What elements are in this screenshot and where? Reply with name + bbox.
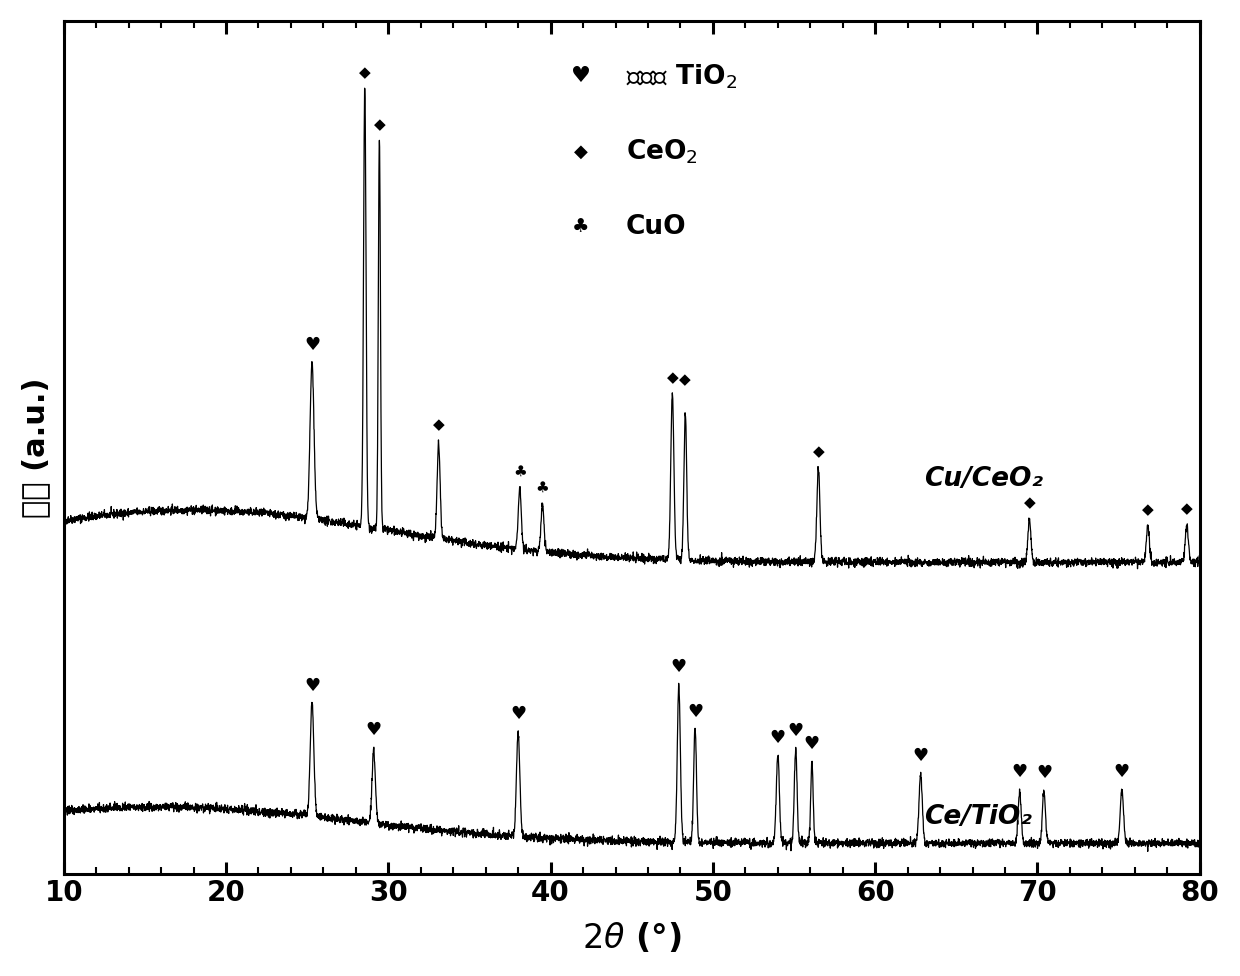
Text: ♥: ♥ [304, 676, 320, 695]
Text: ◆: ◆ [1180, 501, 1193, 516]
Text: ♥: ♥ [510, 705, 526, 723]
Text: ◆: ◆ [358, 65, 371, 80]
X-axis label: $2\theta$ (°): $2\theta$ (°) [582, 921, 682, 956]
Text: ♥: ♥ [304, 336, 320, 354]
Text: ♣: ♣ [513, 464, 527, 479]
Text: ♣: ♣ [572, 217, 589, 236]
Text: ◆: ◆ [812, 444, 825, 459]
Text: ♥: ♥ [687, 703, 703, 720]
Text: ◆: ◆ [1023, 495, 1035, 510]
Text: ♥: ♥ [1035, 764, 1052, 782]
Y-axis label: 强度 (a.u.): 强度 (a.u.) [21, 378, 50, 518]
Text: ♥: ♥ [913, 747, 929, 764]
Text: CeO$_2$: CeO$_2$ [626, 138, 698, 166]
Text: 锐钓矿 TiO$_2$: 锐钓矿 TiO$_2$ [626, 62, 737, 91]
Text: ◆: ◆ [373, 117, 386, 133]
Text: ◆: ◆ [666, 370, 678, 386]
Text: ♥: ♥ [570, 66, 590, 86]
Text: ♥: ♥ [671, 658, 687, 675]
Text: Cu/CeO₂: Cu/CeO₂ [924, 466, 1043, 492]
Text: ♥: ♥ [787, 721, 804, 740]
Text: CuO: CuO [626, 214, 687, 239]
Text: ♥: ♥ [1114, 763, 1130, 782]
Text: ♣: ♣ [536, 480, 549, 495]
Text: ♥: ♥ [804, 736, 820, 753]
Text: ◆: ◆ [1142, 502, 1153, 517]
Text: ♥: ♥ [770, 729, 786, 748]
Text: Ce/TiO₂: Ce/TiO₂ [924, 804, 1032, 831]
Text: ◆: ◆ [574, 142, 588, 160]
Text: ♥: ♥ [366, 721, 382, 740]
Text: ◆: ◆ [433, 417, 444, 432]
Text: ♥: ♥ [1012, 763, 1028, 781]
Text: ◆: ◆ [680, 373, 691, 387]
